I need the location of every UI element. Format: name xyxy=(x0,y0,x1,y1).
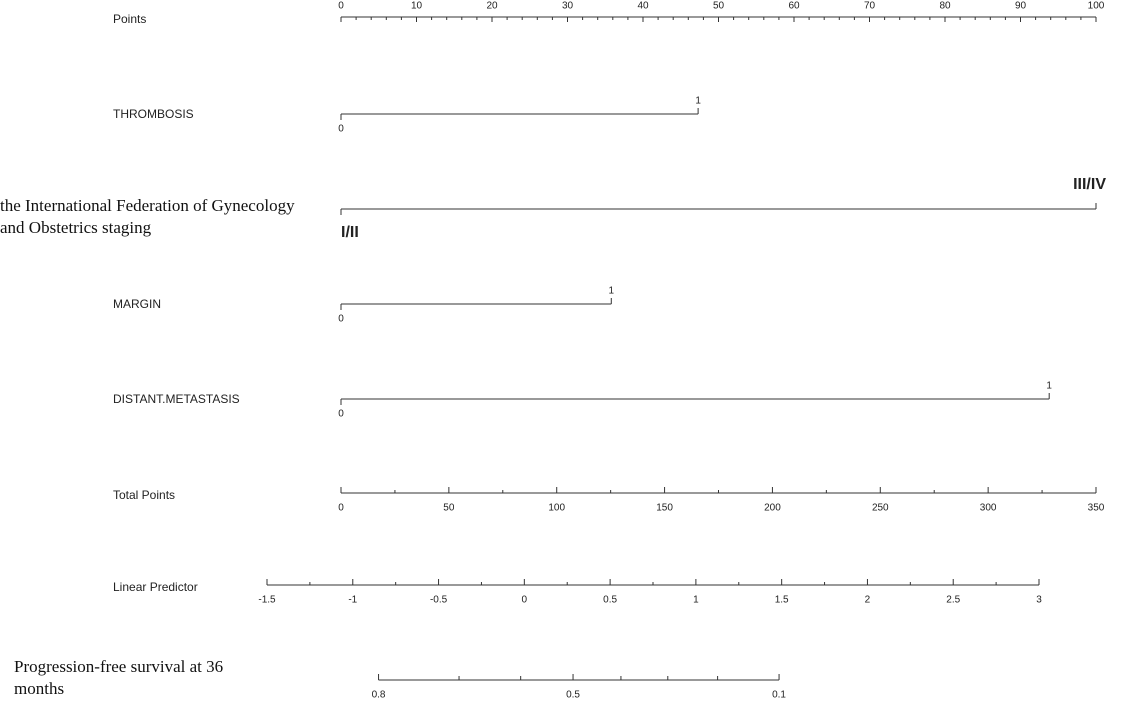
tick-label: -1 xyxy=(348,595,357,606)
axis-label: Total Points xyxy=(113,488,175,502)
tick-label: 0 xyxy=(522,595,528,606)
axis-label: Points xyxy=(113,12,146,26)
tick-label: 300 xyxy=(980,503,997,514)
tick-label: 90 xyxy=(1015,1,1027,12)
tick-label: 40 xyxy=(637,1,649,12)
tick-label: 2 xyxy=(865,595,871,606)
variable-label: MARGIN xyxy=(113,297,161,311)
level-label: 0 xyxy=(338,409,344,420)
tick-label: 80 xyxy=(939,1,951,12)
tick-label: 1.5 xyxy=(775,595,789,606)
variable-label: the International Federation of Gynecolo… xyxy=(0,196,295,237)
tick-label: 150 xyxy=(656,503,673,514)
tick-label: 350 xyxy=(1088,503,1105,514)
level-label: I/II xyxy=(341,224,359,241)
tick-label: -0.5 xyxy=(430,595,448,606)
tick-label: 30 xyxy=(562,1,574,12)
tick-label: 0.5 xyxy=(566,690,580,701)
level-label: 1 xyxy=(609,286,615,297)
tick-label: 0.8 xyxy=(372,690,386,701)
tick-label: 3 xyxy=(1036,595,1042,606)
variable-label: THROMBOSIS xyxy=(113,107,194,121)
level-label: III/IV xyxy=(1073,176,1106,193)
tick-label: 100 xyxy=(548,503,565,514)
tick-label: -1.5 xyxy=(258,595,276,606)
tick-label: 0 xyxy=(338,503,344,514)
tick-label: 50 xyxy=(713,1,725,12)
tick-label: 0.5 xyxy=(603,595,617,606)
tick-label: 250 xyxy=(872,503,889,514)
tick-label: 100 xyxy=(1088,1,1105,12)
tick-label: 20 xyxy=(486,1,498,12)
tick-label: 50 xyxy=(443,503,455,514)
axis-label: Linear Predictor xyxy=(113,580,198,594)
tick-label: 0 xyxy=(338,1,344,12)
tick-label: 10 xyxy=(411,1,423,12)
tick-label: 1 xyxy=(693,595,699,606)
variable-label: DISTANT.METASTASIS xyxy=(113,392,240,406)
tick-label: 200 xyxy=(764,503,781,514)
level-label: 0 xyxy=(338,314,344,325)
level-label: 1 xyxy=(695,96,701,107)
tick-label: 70 xyxy=(864,1,876,12)
level-label: 0 xyxy=(338,124,344,135)
tick-label: 0.1 xyxy=(772,690,786,701)
tick-label: 2.5 xyxy=(946,595,960,606)
level-label: 1 xyxy=(1046,381,1052,392)
tick-label: 60 xyxy=(788,1,800,12)
survival-label: Progression-free survival at 36 months xyxy=(14,657,224,698)
